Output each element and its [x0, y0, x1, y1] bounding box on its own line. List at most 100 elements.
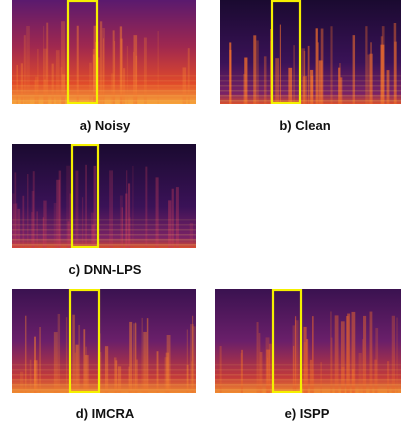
panel-caption: b) Clean: [279, 118, 330, 133]
harmonic-band: [12, 379, 196, 381]
spectral-stripe: [176, 187, 179, 248]
panel-caption: d) IMCRA: [76, 406, 135, 421]
spectrogram: [12, 289, 196, 393]
spectral-stripe: [59, 171, 61, 248]
harmonic-band: [12, 90, 196, 92]
harmonic-band: [215, 384, 401, 386]
figure: a) Noisyb) Cleanc) DNN-LPSd) IMCRAe) ISP…: [0, 0, 401, 427]
spectral-stripe: [157, 351, 159, 393]
harmonic-band: [12, 80, 196, 82]
spectral-stripe: [295, 316, 296, 393]
spectral-stripe: [24, 35, 26, 104]
panel-caption: e) ISPP: [285, 406, 330, 421]
spectral-stripe: [145, 167, 147, 248]
harmonic-band: [12, 244, 196, 246]
harmonic-band: [12, 75, 196, 77]
spectral-stripe: [75, 171, 78, 248]
spectral-stripe: [359, 353, 362, 393]
harmonic-band: [12, 369, 196, 371]
spectrogram: [12, 0, 196, 104]
spectral-stripe: [26, 26, 30, 104]
spectral-stripe: [25, 316, 26, 393]
spectral-stripe: [320, 362, 322, 393]
spectral-stripe: [120, 26, 122, 104]
harmonic-band: [12, 85, 196, 87]
spectral-stripe: [330, 26, 332, 104]
spectral-stripe: [257, 322, 259, 393]
spectral-stripe: [61, 21, 65, 104]
spectral-stripe: [66, 166, 70, 248]
harmonic-band: [12, 389, 196, 391]
spectral-stripe: [367, 55, 370, 104]
spectral-stripe: [72, 315, 75, 393]
harmonic-band: [220, 80, 401, 82]
spectral-stripe: [122, 207, 123, 248]
spectral-stripe: [109, 170, 113, 248]
spectral-stripe: [396, 318, 398, 393]
spectral-stripe: [129, 322, 132, 393]
spectral-stripe: [192, 326, 196, 393]
spectral-stripe: [13, 204, 17, 248]
spectral-stripe: [156, 177, 159, 248]
spectral-stripe: [46, 23, 48, 104]
spectral-stripe: [394, 42, 397, 104]
spectral-stripe: [365, 26, 367, 104]
spectral-stripe: [317, 42, 319, 104]
harmonic-band: [220, 95, 401, 97]
spectral-stripe: [256, 40, 259, 104]
spectrogram: [215, 289, 401, 393]
spectrogram: [12, 144, 196, 248]
spectral-stripe: [142, 318, 143, 393]
spectral-stripe: [229, 42, 231, 104]
panel-caption: c) DNN-LPS: [69, 262, 142, 277]
spectral-stripe: [370, 312, 373, 393]
spectral-stripe: [157, 31, 158, 104]
spectral-stripe: [78, 325, 80, 393]
harmonic-band: [12, 224, 196, 226]
spectral-stripe: [66, 317, 67, 393]
harmonic-band: [12, 219, 196, 221]
harmonic-band: [12, 364, 196, 366]
spectral-stripe: [89, 63, 92, 104]
harmonic-band: [220, 90, 401, 92]
harmonic-band: [12, 374, 196, 376]
harmonic-band: [12, 229, 196, 231]
spectral-stripe: [330, 311, 331, 393]
spectral-stripe: [381, 36, 383, 104]
harmonic-band: [215, 364, 401, 366]
spectral-stripe: [363, 316, 366, 393]
spectral-stripe: [43, 26, 44, 104]
harmonic-band: [215, 369, 401, 371]
spectrogram: [220, 0, 401, 104]
spectral-stripe: [77, 26, 79, 104]
spectral-stripe: [293, 325, 296, 393]
spectral-stripe: [58, 314, 60, 393]
spectral-stripe: [335, 315, 339, 393]
spectral-stripe: [85, 165, 87, 248]
spectral-stripe: [241, 353, 243, 393]
spectral-stripe: [339, 63, 340, 104]
harmonic-band: [215, 389, 401, 391]
spectral-stripe: [16, 65, 17, 104]
spectral-stripe: [54, 332, 58, 393]
harmonic-band: [12, 234, 196, 236]
spectral-stripe: [321, 29, 324, 104]
spectral-stripe: [187, 330, 188, 393]
harmonic-band: [220, 85, 401, 87]
spectral-stripe: [387, 361, 389, 393]
spectral-stripe: [103, 38, 104, 104]
spectral-stripe: [83, 329, 85, 393]
harmonic-band: [215, 379, 401, 381]
spectral-stripe: [52, 64, 54, 104]
spectral-stripe: [100, 21, 102, 104]
harmonic-band: [12, 95, 196, 97]
harmonic-band: [220, 75, 401, 77]
spectral-stripe: [39, 327, 41, 393]
spectral-stripe: [144, 38, 147, 104]
spectral-stripe: [147, 318, 148, 393]
spectral-stripe: [143, 332, 147, 393]
harmonic-band: [220, 100, 401, 102]
spectral-stripe: [347, 314, 350, 393]
spectral-stripe: [132, 166, 133, 248]
spectral-stripe: [93, 54, 95, 104]
